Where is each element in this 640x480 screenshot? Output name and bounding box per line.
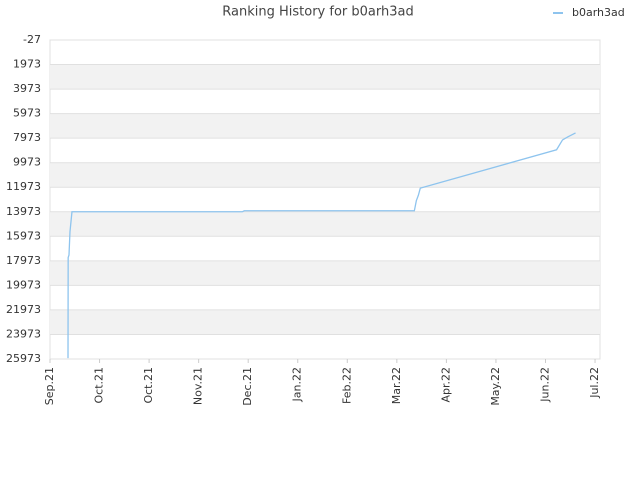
y-tick-label: 15973 — [6, 229, 41, 242]
y-tick-label: 23973 — [6, 327, 41, 340]
x-tick-label: Mar.22 — [390, 367, 403, 404]
legend-label: b0arh3ad — [572, 6, 625, 19]
grid-band — [50, 113, 600, 139]
y-tick-label: -27 — [23, 33, 41, 46]
x-tick-label: Apr.22 — [439, 367, 452, 403]
x-tick-label: Oct.21 — [93, 367, 106, 404]
y-tick-label: 25973 — [6, 352, 41, 365]
y-tick-label: 3973 — [13, 82, 41, 95]
x-tick-label: Sep.21 — [43, 367, 56, 405]
series-line — [67, 132, 576, 359]
plot-area — [49, 39, 601, 360]
y-tick-label: 13973 — [6, 205, 41, 218]
x-tick-label: Dec.21 — [241, 367, 254, 406]
grid-band — [50, 211, 600, 237]
y-tick-label: 1973 — [13, 58, 41, 71]
grid-band — [50, 309, 600, 335]
grid-band — [50, 64, 600, 90]
x-tick-label: Nov.21 — [192, 367, 205, 405]
y-tick-label: 7973 — [13, 131, 41, 144]
grid-band — [50, 162, 600, 188]
y-tick-label: 11973 — [6, 180, 41, 193]
y-tick-label: 17973 — [6, 254, 41, 267]
x-tick-label: Jun.22 — [538, 367, 551, 403]
x-tick-label: Feb.22 — [340, 367, 353, 404]
x-tick-label: May.22 — [489, 367, 502, 406]
x-tick-label: Jan.22 — [291, 367, 304, 402]
grid-band — [50, 260, 600, 286]
y-tick-label: 21973 — [6, 303, 41, 316]
y-tick-label: 9973 — [13, 156, 41, 169]
y-tick-label: 5973 — [13, 107, 41, 120]
x-tick-label: Oct.21 — [142, 367, 155, 404]
y-tick-label: 19973 — [6, 278, 41, 291]
x-tick-label: Jul.22 — [588, 367, 601, 399]
chart-title: Ranking History for b0arh3ad — [222, 5, 413, 20]
